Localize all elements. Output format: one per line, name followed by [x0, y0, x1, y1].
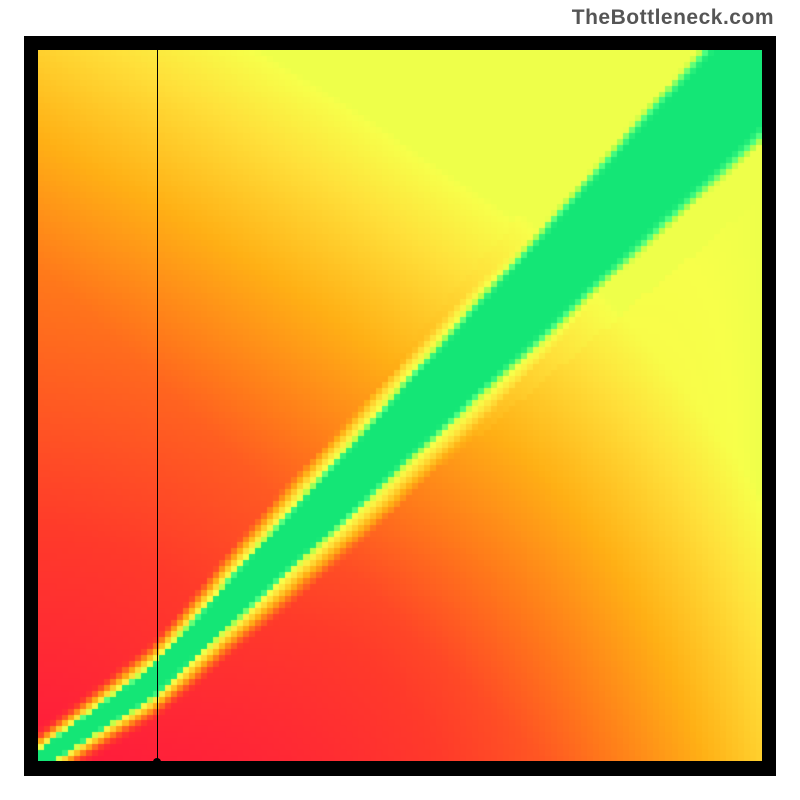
watermark-text: TheBottleneck.com: [572, 6, 774, 30]
crosshair-horizontal: [38, 761, 762, 762]
heatmap-canvas: [38, 50, 762, 762]
crosshair-vertical: [157, 50, 158, 762]
crosshair-marker: [153, 758, 161, 766]
page-root: TheBottleneck.com: [0, 0, 800, 800]
heatmap-frame: [24, 36, 776, 776]
